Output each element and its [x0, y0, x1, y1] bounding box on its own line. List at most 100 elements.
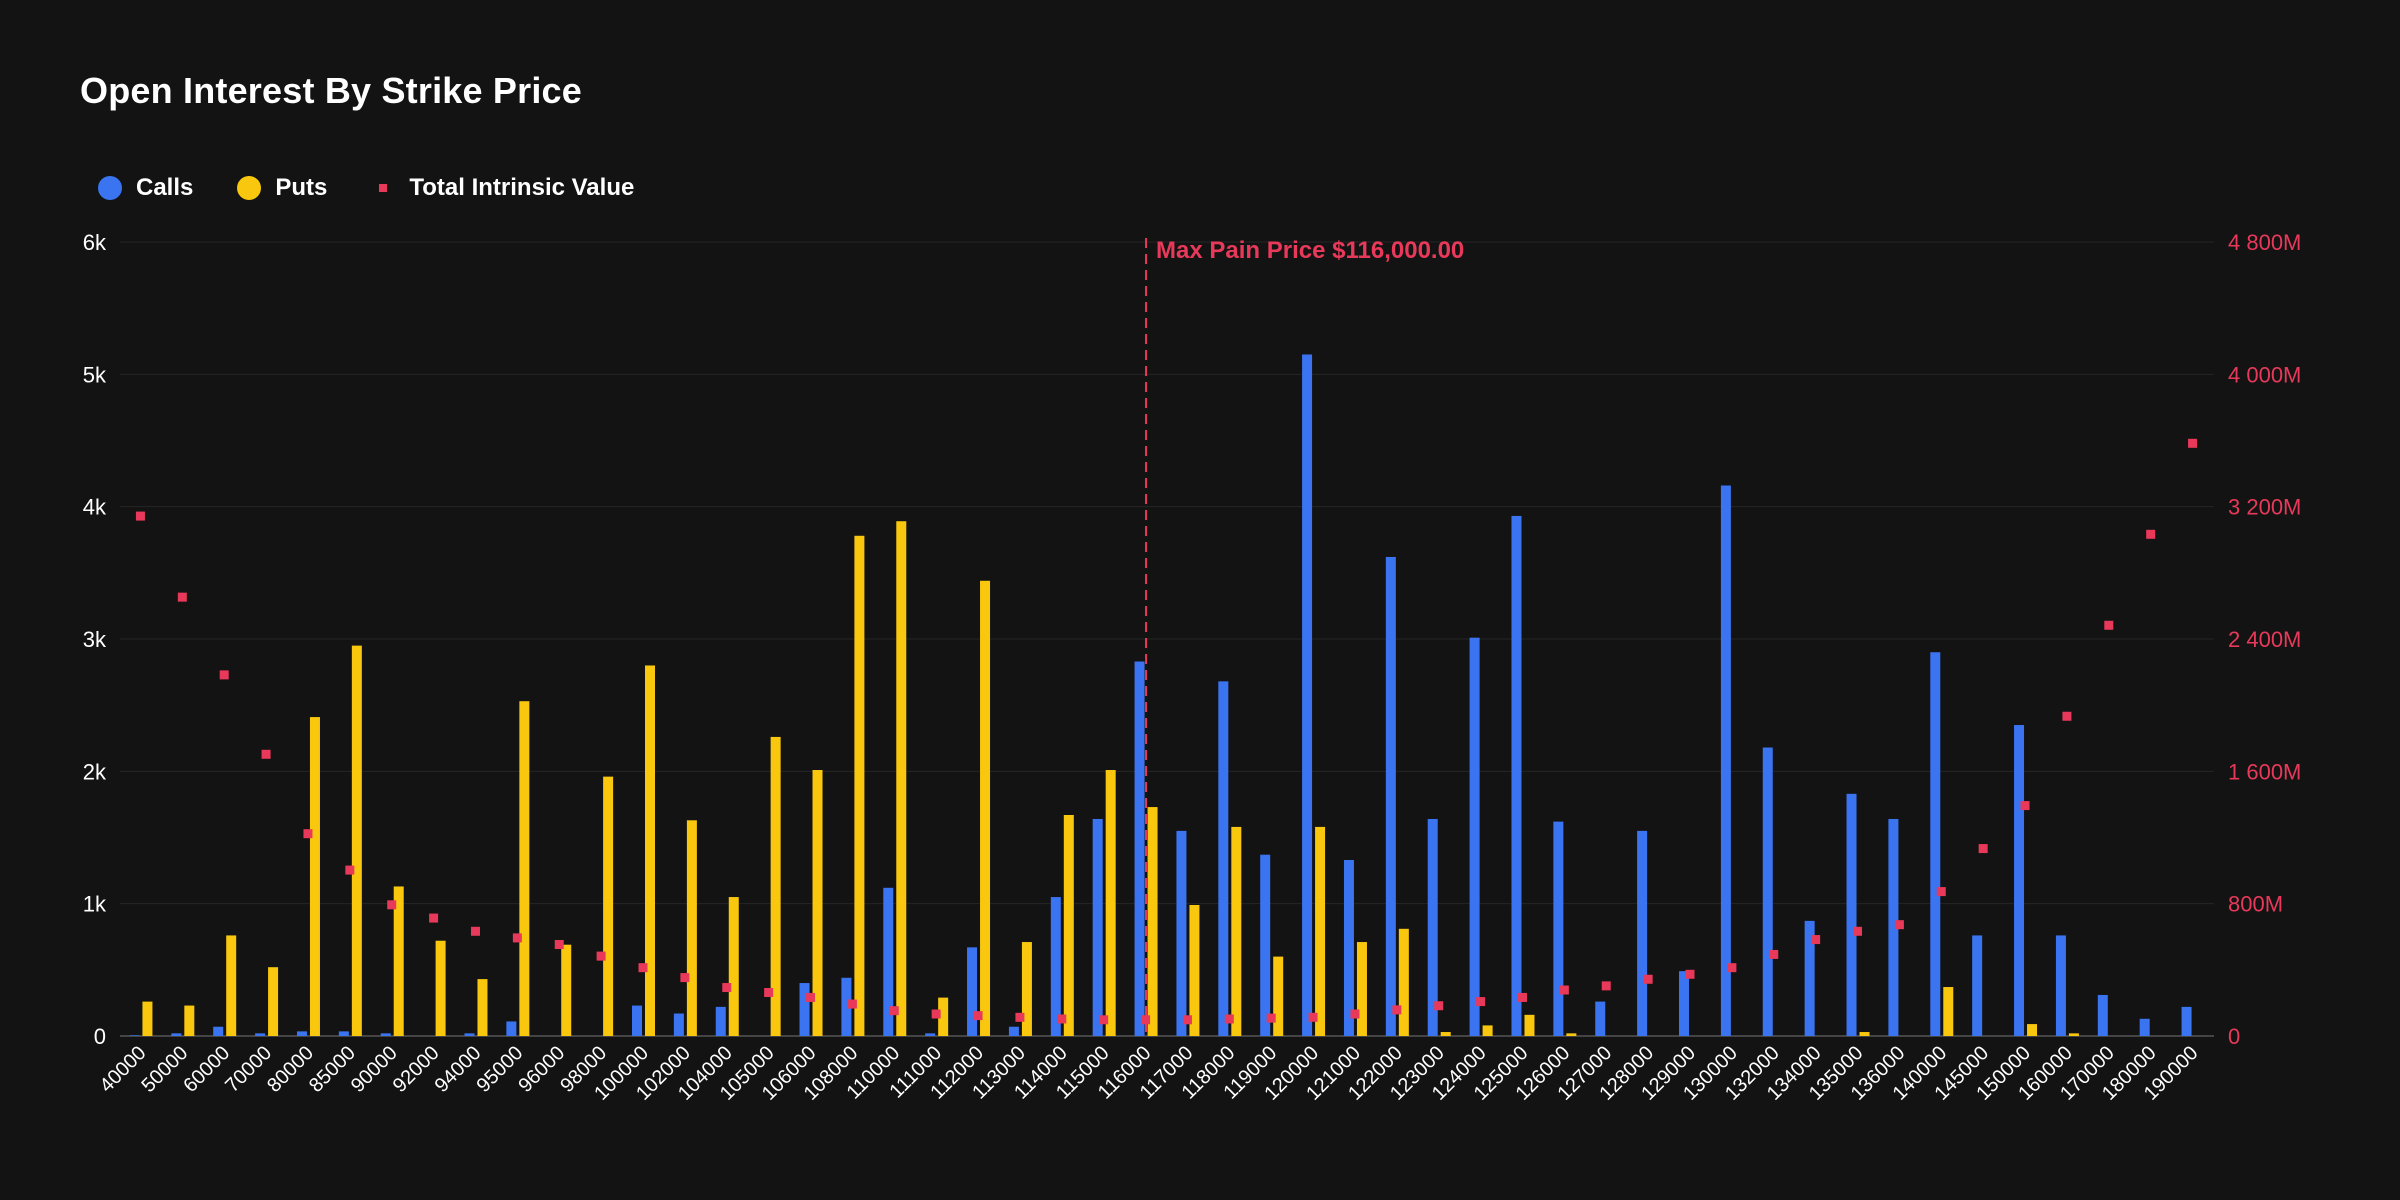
puts-bar [2027, 1024, 2038, 1036]
calls-bar [1720, 485, 1731, 1036]
calls-bar [632, 1005, 642, 1036]
intrinsic-value-point [261, 749, 271, 759]
intrinsic-swatch [379, 184, 388, 192]
legend-item-calls[interactable]: Calls [98, 174, 193, 202]
puts-bar [435, 940, 446, 1036]
legend-item-intrinsic[interactable]: Total Intrinsic Value [371, 174, 634, 202]
puts-bar [1231, 826, 1242, 1036]
calls-bar [2139, 1018, 2150, 1036]
legend-label-puts: Puts [275, 174, 328, 201]
intrinsic-value-point [1434, 1001, 1444, 1011]
intrinsic-value-point [847, 999, 857, 1009]
intrinsic-value-point [1015, 1012, 1025, 1022]
intrinsic-value-point [722, 983, 732, 993]
intrinsic-value-point [219, 670, 229, 680]
calls-bar [296, 1031, 307, 1036]
y-tick-label-right: 2 400M [2228, 627, 2301, 652]
y-tick-label-left: 5k [83, 362, 107, 387]
intrinsic-value-point [554, 940, 564, 950]
x-tick-label: 85000 [305, 1042, 360, 1097]
intrinsic-value-point [973, 1011, 983, 1021]
calls-bar [1762, 747, 1773, 1036]
calls-bar [1134, 661, 1145, 1036]
intrinsic-value-point [177, 592, 187, 602]
x-tick-label: 50000 [137, 1042, 192, 1097]
legend-label-intrinsic: Total Intrinsic Value [409, 174, 635, 201]
puts-bar [142, 1001, 153, 1036]
puts-bar [770, 736, 781, 1036]
puts-bar [1524, 1014, 1535, 1036]
calls-bar [883, 887, 894, 1036]
puts-bar [351, 645, 362, 1036]
calls-bar [1679, 971, 1689, 1036]
intrinsic-value-point [2188, 438, 2198, 448]
chart-legend: Calls Puts Total Intrinsic Value [98, 174, 678, 202]
intrinsic-value-point [2104, 620, 2114, 630]
calls-bar [1050, 897, 1061, 1036]
x-tick-label: 80000 [263, 1042, 318, 1097]
puts-bar [896, 521, 907, 1036]
puts-bar [561, 944, 572, 1036]
intrinsic-value-point [1392, 1005, 1402, 1015]
x-tick-label: 70000 [221, 1042, 276, 1097]
calls-bar [2055, 935, 2066, 1036]
puts-bar [226, 935, 237, 1036]
calls-swatch [98, 176, 122, 200]
x-tick-label: 60000 [179, 1042, 234, 1097]
puts-bar [645, 665, 655, 1036]
puts-bar [1398, 928, 1409, 1036]
y-tick-label-right: 0 [2228, 1024, 2240, 1049]
puts-bar [603, 776, 614, 1036]
puts-bar [1859, 1032, 1870, 1036]
intrinsic-value-point [512, 933, 522, 943]
y-tick-label-left: 3k [83, 627, 107, 652]
puts-bar [184, 1005, 195, 1036]
calls-bar [1595, 1001, 1606, 1036]
puts-bar [1943, 987, 1954, 1036]
puts-bar [519, 701, 530, 1036]
legend-item-puts[interactable]: Puts [237, 174, 327, 202]
puts-bar [1105, 770, 1116, 1036]
intrinsic-value-point [2020, 801, 2030, 811]
y-tick-label-right: 3 200M [2228, 495, 2301, 520]
intrinsic-value-point [1266, 1013, 1276, 1023]
calls-bar [1637, 830, 1648, 1036]
puts-bar [1440, 1032, 1451, 1036]
calls-bar [967, 947, 978, 1036]
intrinsic-value-point [1727, 963, 1737, 973]
intrinsic-value-point [135, 511, 145, 521]
intrinsic-value-point [470, 926, 480, 936]
intrinsic-value-point [1224, 1014, 1234, 1024]
legend-label-calls: Calls [136, 174, 194, 201]
intrinsic-value-point [345, 865, 355, 875]
puts-bar [1273, 956, 1284, 1036]
intrinsic-value-point [1308, 1012, 1318, 1022]
intrinsic-value-point [1643, 974, 1653, 984]
puts-bar [1147, 807, 1158, 1036]
intrinsic-value-point [1057, 1014, 1067, 1024]
puts-bar [728, 897, 739, 1036]
intrinsic-value-point [931, 1009, 941, 1019]
calls-bar [1846, 793, 1857, 1036]
intrinsic-value-point [1811, 935, 1821, 945]
intrinsic-value-point [1601, 981, 1611, 991]
x-tick-label: 94000 [431, 1042, 486, 1097]
puts-bar [686, 820, 697, 1036]
x-tick-label: 40000 [96, 1042, 151, 1097]
calls-bar [213, 1026, 224, 1036]
calls-bar [1972, 935, 1983, 1036]
calls-bar [1218, 681, 1229, 1036]
puts-bar [309, 717, 320, 1036]
calls-bar [1804, 920, 1815, 1036]
y-tick-label-left: 2k [83, 759, 107, 784]
intrinsic-value-point [680, 973, 690, 983]
intrinsic-value-point [1350, 1009, 1360, 1019]
calls-bar [1008, 1026, 1019, 1036]
intrinsic-value-point [387, 900, 397, 910]
calls-bar [1553, 821, 1564, 1036]
y-tick-label-left: 4k [83, 495, 107, 520]
calls-bar [1511, 515, 1522, 1036]
calls-bar [1176, 830, 1187, 1036]
y-tick-label-left: 0 [94, 1024, 106, 1049]
calls-bar [255, 1033, 266, 1036]
